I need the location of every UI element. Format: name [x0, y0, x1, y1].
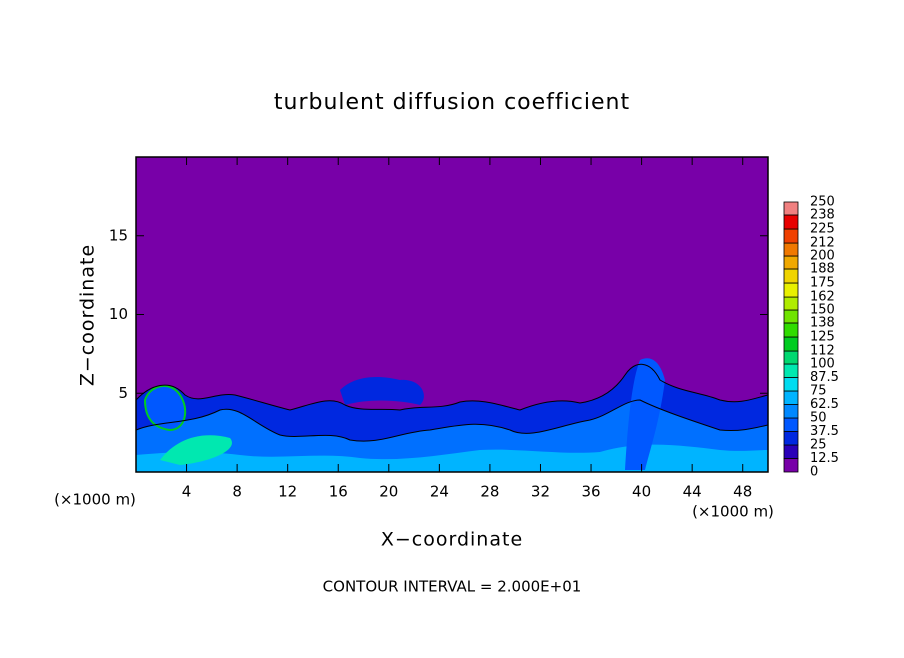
- colorbar-label: 175: [810, 276, 835, 291]
- field-region: [625, 358, 665, 470]
- colorbar-label: 62.5: [810, 397, 839, 412]
- colorbar-label: 12.5: [810, 451, 839, 466]
- colorbar-bin: [783, 417, 799, 432]
- field-region: [136, 444, 768, 472]
- x-tick-label: 44: [683, 483, 702, 501]
- chart-title: turbulent diffusion coefficient: [274, 90, 630, 115]
- x-tick-label: 16: [329, 483, 348, 501]
- colorbar-label: 37.5: [810, 424, 839, 439]
- colorbar-bin: [783, 363, 799, 378]
- field-region: [340, 377, 424, 405]
- colorbar-label: 125: [810, 330, 835, 345]
- x-tick-label: 4: [182, 483, 192, 501]
- colorbar-label: 250: [810, 195, 835, 210]
- y-tick-label: 5: [118, 384, 128, 402]
- colorbar-bin: [783, 390, 799, 405]
- colorbar-bin: [783, 404, 799, 419]
- field-region: [160, 435, 232, 465]
- y-tick-label: 15: [109, 226, 128, 244]
- colorbar-bin: [783, 431, 799, 446]
- x-tick-label: 20: [379, 483, 398, 501]
- colorbar-label: 200: [810, 249, 835, 264]
- x-unit-label: (×1000 m): [692, 503, 774, 521]
- colorbar-bin: [783, 268, 799, 284]
- y-tick-label: 10: [109, 305, 128, 323]
- colorbar-bin: [783, 214, 799, 230]
- colorbar-bin: [783, 444, 799, 459]
- y-unit-label: (×1000 m): [54, 491, 136, 509]
- x-tick-label: 36: [581, 483, 600, 501]
- colorbar-bin: [783, 458, 799, 473]
- colorbar-bin: [783, 350, 799, 365]
- colorbar-bin: [783, 377, 799, 392]
- x-tick-label: 48: [733, 483, 752, 501]
- colorbar-bin: [783, 282, 799, 298]
- colorbar-label: 162: [810, 290, 835, 305]
- colorbar-label: 87.5: [810, 370, 839, 385]
- colorbar-bin: [783, 201, 799, 216]
- colorbar-bin: [783, 322, 799, 338]
- colorbar-label: 238: [810, 207, 835, 222]
- colorbar-label: 112: [810, 344, 835, 359]
- x-tick-label: 32: [531, 483, 550, 501]
- x-tick-label: 8: [232, 483, 242, 501]
- colorbar-label: 150: [810, 303, 835, 318]
- x-axis-label: X−coordinate: [381, 529, 523, 551]
- colorbar-label: 50: [810, 411, 827, 426]
- x-tick-label: 40: [632, 483, 651, 501]
- colorbar-label: 0: [810, 465, 818, 480]
- colorbar-label: 225: [810, 222, 835, 237]
- field: [135, 157, 769, 472]
- colorbar-label: 75: [810, 384, 827, 399]
- contour-line: [135, 399, 769, 442]
- colorbar-label: 25: [810, 438, 827, 453]
- contour-line: [135, 363, 769, 411]
- colorbar-label: 188: [810, 261, 835, 276]
- colorbar-bin: [783, 296, 799, 311]
- x-tick-label: 28: [480, 483, 499, 501]
- colorbar-label: 138: [810, 315, 835, 330]
- y-axis-label: Z−coordinate: [77, 244, 99, 386]
- colorbar-label: 100: [810, 357, 835, 372]
- colorbar-bin: [783, 228, 799, 244]
- x-tick-label: 12: [278, 483, 297, 501]
- colorbar-bin: [783, 242, 799, 257]
- colorbar-label: 212: [810, 236, 835, 251]
- footnote: CONTOUR INTERVAL = 2.000E+01: [323, 578, 582, 596]
- colorbar-bin: [783, 255, 799, 270]
- x-tick-label: 24: [430, 483, 449, 501]
- field-region: [143, 385, 187, 432]
- colorbar-bin: [783, 336, 799, 352]
- colorbar-bin: [783, 309, 799, 324]
